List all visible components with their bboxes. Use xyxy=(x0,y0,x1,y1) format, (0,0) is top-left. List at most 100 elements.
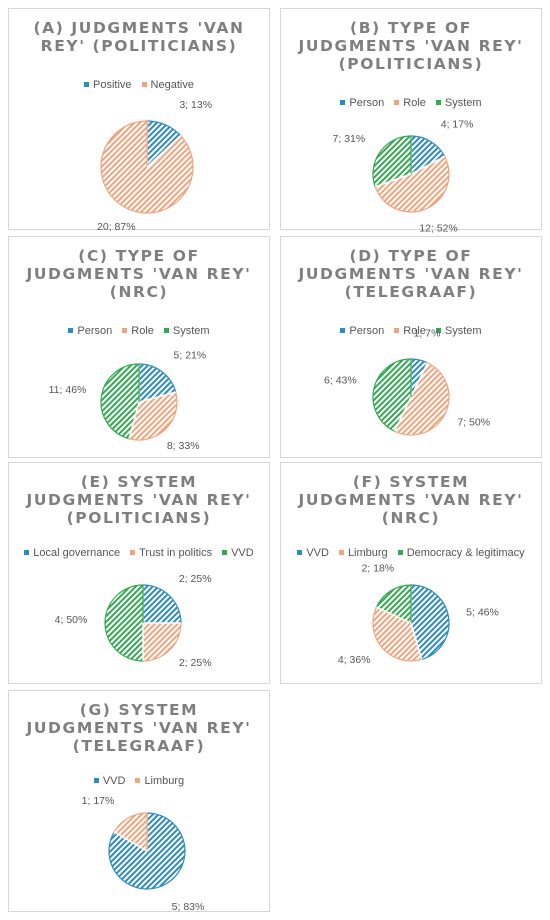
pie-slice xyxy=(374,155,450,213)
slice-separator xyxy=(374,173,412,188)
legend-label: Negative xyxy=(150,79,194,91)
pie-chart: 2; 25% 2; 25% 4; 50% xyxy=(55,573,212,669)
legend-item: Role xyxy=(394,325,426,337)
chart-title-line: (D) TYPE OF xyxy=(349,247,473,265)
legend-item: Role xyxy=(394,97,426,109)
legend-item: System xyxy=(435,97,482,109)
legend-label: Role xyxy=(131,325,154,337)
legend-swatch xyxy=(435,327,441,333)
legend-label: Role xyxy=(403,97,426,109)
chart-title-line: (G) SYSTEM xyxy=(79,701,199,719)
legend-swatch xyxy=(338,549,344,555)
legend-swatch xyxy=(397,549,403,555)
chart-title: (E) SYSTEM JUDGMENTS 'VAN REY' (POLITICIAN… xyxy=(9,473,269,527)
slice-separator xyxy=(410,362,429,398)
data-label: 7; 31% xyxy=(333,133,366,145)
legend-swatch xyxy=(84,81,90,87)
pie-slice xyxy=(375,584,412,624)
chart-title-line: REY' (POLITICIANS) xyxy=(40,37,238,55)
slice-separator xyxy=(410,622,423,660)
legend-swatch xyxy=(135,777,141,783)
legend-item: System xyxy=(435,325,482,337)
chart-panel-6: (F) SYSTEM JUDGMENTS 'VAN REY' (NRC) VVD Lim… xyxy=(280,462,542,684)
legend-item: Role xyxy=(122,325,154,337)
legend-item: Negative xyxy=(141,79,194,91)
chart-title-line: (TELEGRAAF) xyxy=(344,283,478,301)
chart-title-line: (TELEGRAAF) xyxy=(72,737,206,755)
pie-slice xyxy=(138,363,177,403)
legend-label: Limburg xyxy=(144,775,185,787)
legend-swatch xyxy=(394,99,400,105)
legend-swatch xyxy=(394,327,400,333)
data-label: 2; 18% xyxy=(361,562,394,574)
legend-item: Person xyxy=(340,97,384,109)
chart-panel-1: (A) JUDGMENTS 'VAN REY' (POLITICIANS) Posi… xyxy=(8,8,270,233)
chart-title-line: JUDGMENTS 'VAN REY' xyxy=(26,265,252,283)
legend-swatch xyxy=(130,549,136,555)
pie-slice xyxy=(372,358,412,433)
data-label: 5; 21% xyxy=(174,350,207,362)
chart-panel-7: (G) SYSTEM JUDGMENTS 'VAN REY' (TELEGRAAF)… xyxy=(8,690,270,913)
data-label: 1; 7% xyxy=(414,327,441,339)
slice-separator xyxy=(393,396,412,432)
legend-swatch xyxy=(340,99,346,105)
slice-separator xyxy=(146,135,182,168)
data-label: 5; 83% xyxy=(172,901,205,913)
pie-slice xyxy=(108,812,186,890)
legend-swatch xyxy=(24,549,30,555)
chart-legend: Person Role System xyxy=(281,97,541,109)
legend-label: System xyxy=(444,97,482,109)
data-label: 11; 46% xyxy=(49,384,87,396)
legend-label: Trust in politics xyxy=(139,547,213,559)
legend-item: Positive xyxy=(84,79,132,91)
chart-panel-3: (C) TYPE OF JUDGMENTS 'VAN REY' (NRC) Perso… xyxy=(8,236,270,458)
slice-separator xyxy=(138,391,176,403)
chart-legend: Person Role System xyxy=(9,325,269,337)
chart-title-line: JUDGMENTS 'VAN REY' xyxy=(298,37,524,55)
legend-label: System xyxy=(444,325,482,337)
legend-label: Limburg xyxy=(347,547,388,559)
pie-chart: 5; 21% 8; 33% 11; 46% xyxy=(49,350,207,452)
data-label: 20; 87% xyxy=(97,221,136,233)
legend-label: Person xyxy=(77,325,113,337)
chart-title: (D) TYPE OF JUDGMENTS 'VAN REY' (TELEGRAAF… xyxy=(281,247,541,301)
legend-swatch xyxy=(163,327,169,333)
chart-title-line: (F) SYSTEM xyxy=(352,473,470,491)
pie-chart: 1; 7% 7; 50% 6; 43% xyxy=(324,327,490,436)
pie-slice xyxy=(104,584,144,662)
chart-title-line: JUDGMENTS 'VAN REY' xyxy=(26,719,252,737)
data-label: 8; 33% xyxy=(167,440,200,452)
legend-swatch xyxy=(340,327,346,333)
legend-item: VVD xyxy=(93,775,125,787)
data-label: 12; 52% xyxy=(419,223,458,235)
legend-swatch xyxy=(93,777,99,783)
pie-chart: 5; 46% 4; 36% 2; 18% xyxy=(338,562,499,666)
data-label: 6; 43% xyxy=(324,374,357,386)
data-label: 4; 50% xyxy=(55,614,88,626)
legend-item: System xyxy=(163,325,210,337)
chart-legend: Person Role System xyxy=(281,325,541,337)
chart-panel-2: (B) TYPE OF JUDGMENTS 'VAN REY' (POLITICIA… xyxy=(280,8,542,235)
chart-title-line: JUDGMENTS 'VAN REY' xyxy=(26,491,252,509)
data-label: 4; 36% xyxy=(338,654,371,666)
pie-slice xyxy=(142,584,182,624)
chart-title: (A) JUDGMENTS 'VAN REY' (POLITICIANS) xyxy=(9,19,269,55)
chart-title-line: (A) JUDGMENTS 'VAN xyxy=(33,19,245,37)
legend-swatch xyxy=(222,549,228,555)
chart-title: (B) TYPE OF JUDGMENTS 'VAN REY' (POLITICIA… xyxy=(281,19,541,73)
legend-label: Democracy & legitimacy xyxy=(406,547,525,559)
chart-title: (F) SYSTEM JUDGMENTS 'VAN REY' (NRC) xyxy=(281,473,541,527)
legend-swatch xyxy=(141,81,147,87)
chart-title: (G) SYSTEM JUDGMENTS 'VAN REY' (TELEGRAAF) xyxy=(9,701,269,755)
legend-label: Positive xyxy=(93,79,132,91)
slice-separator xyxy=(376,606,412,624)
data-label: 7; 50% xyxy=(457,417,490,429)
data-label: 2; 25% xyxy=(179,573,212,585)
legend-swatch xyxy=(435,99,441,105)
chart-title-line: (C) TYPE OF xyxy=(78,247,200,265)
chart-legend: Local governance Trust in politics VVD xyxy=(9,547,269,559)
chart-panel-4: (D) TYPE OF JUDGMENTS 'VAN REY' (TELEGRAAF… xyxy=(280,236,542,458)
pie-chart: 4; 17% 12; 52% 7; 31% xyxy=(333,119,474,235)
legend-item: Person xyxy=(68,325,112,337)
legend-item: Democracy & legitimacy xyxy=(397,547,525,559)
